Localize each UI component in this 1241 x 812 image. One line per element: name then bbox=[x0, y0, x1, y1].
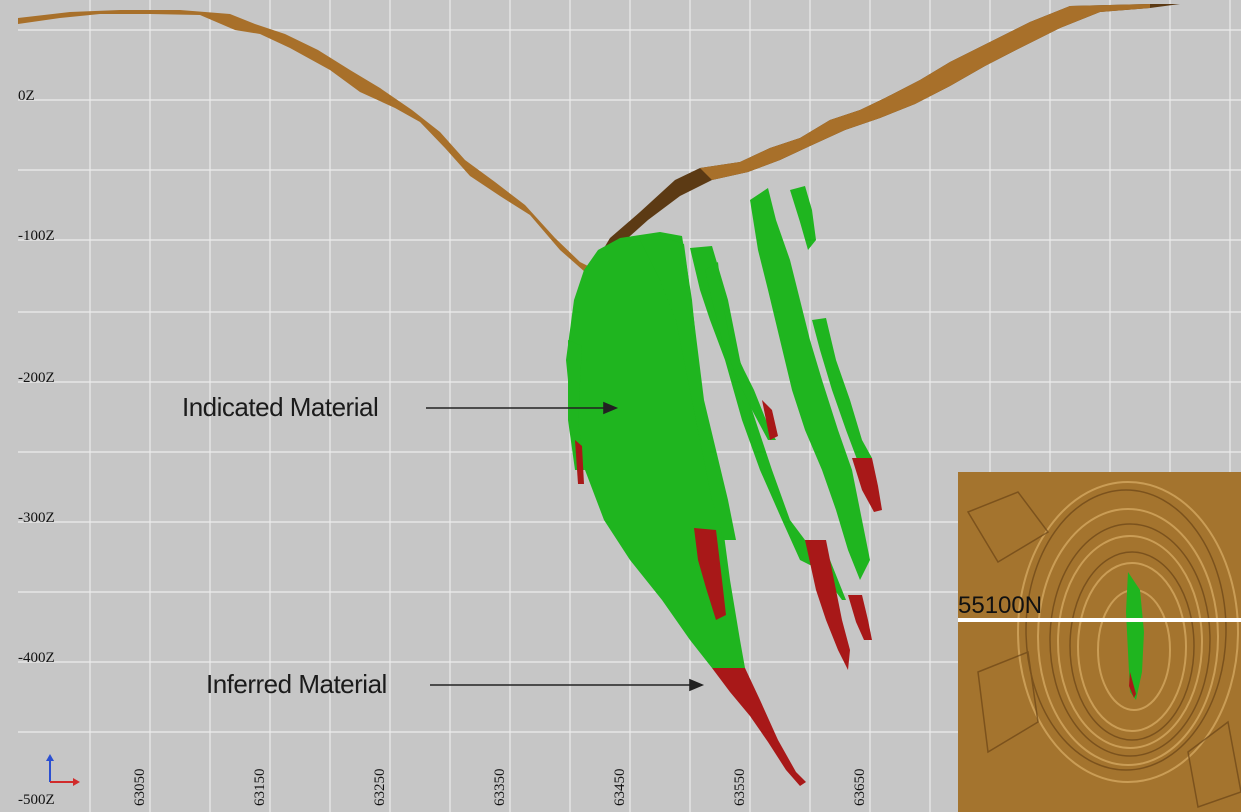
plan-view-inset bbox=[958, 472, 1241, 812]
elevation-label: -200Z bbox=[18, 370, 55, 386]
indicated-material-label: Indicated Material bbox=[182, 392, 379, 422]
elevation-label: -500Z bbox=[18, 792, 55, 808]
easting-label: 63050 bbox=[132, 768, 148, 807]
inferred-material-zone bbox=[575, 400, 882, 786]
inferred-arrowhead bbox=[689, 678, 705, 692]
easting-label: 63350 bbox=[492, 768, 508, 807]
elevation-label: -300Z bbox=[18, 510, 55, 526]
topography-surface bbox=[18, 4, 1180, 272]
easting-label: 63150 bbox=[252, 768, 268, 807]
axis-triad-icon bbox=[46, 754, 80, 786]
callout-arrows bbox=[426, 401, 705, 692]
easting-label: 63550 bbox=[732, 768, 748, 807]
elevation-label: -400Z bbox=[18, 650, 55, 666]
plan-view-image bbox=[958, 472, 1241, 812]
elevation-label: -100Z bbox=[18, 228, 55, 244]
section-line-label: 55100N bbox=[958, 592, 1043, 619]
easting-label: 63250 bbox=[372, 768, 388, 807]
easting-label: 63450 bbox=[612, 768, 628, 807]
elevation-label: 0Z bbox=[18, 88, 35, 104]
grid bbox=[18, 0, 1241, 812]
easting-label: 63650 bbox=[852, 768, 868, 807]
inferred-material-label: Inferred Material bbox=[206, 669, 387, 699]
indicated-arrowhead bbox=[603, 401, 619, 415]
